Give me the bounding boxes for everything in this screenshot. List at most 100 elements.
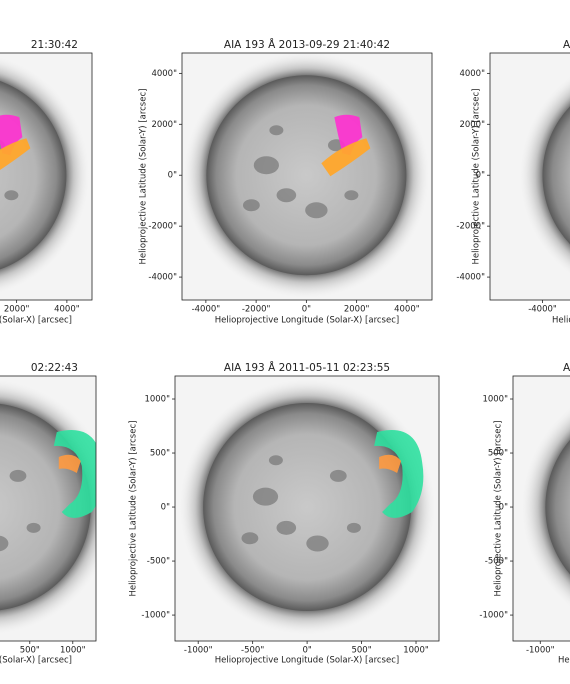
y-tick-label: 4000" <box>459 69 485 79</box>
panel-title: 21:30:42 <box>31 39 78 51</box>
y-tick-label: 0" <box>499 503 508 513</box>
x-axis-label: (Solar-X) [arcsec] <box>0 656 72 666</box>
y-tick-label: -2000" <box>456 222 485 232</box>
solar-image <box>490 53 570 300</box>
y-tick-label: -4000" <box>456 273 485 283</box>
y-tick-label: -500" <box>485 557 508 567</box>
axes-frame <box>0 375 97 642</box>
panel-title: A <box>563 39 570 51</box>
sun-feature <box>344 190 359 201</box>
region-orange <box>0 138 31 170</box>
y-tick-label: -1000" <box>141 611 170 621</box>
x-axis-label: Helioprojective Longitude (Solar-X) [arc… <box>215 656 399 666</box>
y-tick-label: 2000" <box>151 120 177 130</box>
solar-image <box>513 376 570 641</box>
x-tick-label: 4000" <box>54 305 80 315</box>
x-tick-label: -1000" <box>526 646 555 656</box>
y-axis-label: Helioprojective Latitude (Solar-Y) [arcs… <box>472 89 482 265</box>
sun-feature <box>276 188 297 203</box>
x-tick-label: 2000" <box>4 305 30 315</box>
sun-feature <box>4 190 19 201</box>
panel: 2000" 4000" 21:30:42 (Solar-X) [arcsec] <box>0 39 93 326</box>
y-axis-label: Helioprojective Latitude (Solar-Y) [arcs… <box>129 421 139 597</box>
x-tick-label: 500" <box>351 646 371 656</box>
region-magenta <box>0 114 23 156</box>
y-tick-label: -1000" <box>479 611 508 621</box>
region-orange <box>379 454 402 474</box>
x-tick-label: 0" <box>302 305 311 315</box>
y-tick-label: 1000" <box>144 395 170 405</box>
corona <box>519 404 570 610</box>
sun-feature <box>306 535 329 552</box>
panel: -4000" 4000" 2000" 0" -2000" -4000" A Helio Heli… <box>456 39 570 326</box>
x-axis-label: Helio <box>558 656 570 666</box>
x-tick-label: -1000" <box>184 646 213 656</box>
x-tick-label: -500" <box>241 646 264 656</box>
sun-feature <box>253 156 279 175</box>
y-axis-label: Helioprojective Latitude (Solar-Y) [arcs… <box>494 421 504 597</box>
solar-image <box>0 376 96 641</box>
y-tick-label: 0" <box>161 503 170 513</box>
solar-image <box>182 53 432 300</box>
sun-feature <box>276 520 297 535</box>
panel: -1000" 1000" 500" 0" -500" -1000" A Helio Heliop… <box>479 362 570 666</box>
sun-feature <box>252 487 279 506</box>
axes-frame <box>0 52 93 301</box>
y-tick-label: 4000" <box>151 69 177 79</box>
x-tick-label: 500" <box>20 646 40 656</box>
x-tick-label: 1000" <box>60 646 86 656</box>
y-tick-label: 1000" <box>482 395 508 405</box>
y-tick-label: 500" <box>150 449 170 459</box>
sun-disc <box>203 403 412 612</box>
sun-disc <box>545 439 570 575</box>
sun-disc <box>542 106 570 245</box>
region-green <box>374 430 424 519</box>
y-tick-label: 2000" <box>459 120 485 130</box>
sun-feature <box>329 469 347 482</box>
x-tick-label: -4000" <box>528 305 557 315</box>
x-tick-label: 2000" <box>344 305 370 315</box>
y-axis-label: Helioprojective Latitude (Solar-Y) [arcs… <box>139 89 149 265</box>
solar-image <box>175 376 439 641</box>
y-tick-label: 0" <box>168 171 177 181</box>
sun-feature <box>242 199 260 212</box>
panel: 500" 1000" 02:22:43 (Solar-X) [arcsec] <box>0 362 97 666</box>
panel-title: AIA 193 Å 2011-05-11 02:23:55 <box>224 361 390 374</box>
x-axis-label: Helioprojective Longitude (Solar-X) [arc… <box>215 316 399 326</box>
axes-frame <box>181 52 433 301</box>
x-axis-label: Helio <box>552 316 570 326</box>
x-tick-label: 1000" <box>403 646 429 656</box>
region-orange <box>58 454 81 474</box>
x-tick-label: 0" <box>302 646 311 656</box>
region-green <box>53 430 96 519</box>
sun-disc <box>206 75 407 276</box>
x-tick-label: -4000" <box>192 305 221 315</box>
y-tick-label: 0" <box>476 171 485 181</box>
x-tick-label: 4000" <box>394 305 420 315</box>
sun-feature <box>9 469 27 482</box>
y-tick-label: -2000" <box>148 222 177 232</box>
sun-feature <box>346 522 361 533</box>
y-tick-label: -4000" <box>148 273 177 283</box>
panel-title: AIA 193 Å 2013-09-29 21:40:42 <box>224 38 390 51</box>
panel: -1000" -500" 0" 500" 1000" 1000" 500" 0" -500" -1… <box>129 361 440 666</box>
solar-image <box>0 53 92 300</box>
sun-feature <box>241 532 259 545</box>
region-magenta <box>334 114 363 156</box>
sun-feature <box>26 522 41 533</box>
sun-feature <box>305 202 328 219</box>
x-tick-label: -2000" <box>242 305 271 315</box>
sun-feature <box>268 455 283 466</box>
sun-feature <box>0 535 9 552</box>
region-orange <box>321 138 371 177</box>
axes-frame <box>512 375 570 642</box>
axes-frame <box>489 52 570 301</box>
y-tick-label: -500" <box>147 557 170 567</box>
y-tick-label: 500" <box>488 449 508 459</box>
panel-title: 02:22:43 <box>31 362 78 374</box>
sun-feature <box>269 125 284 136</box>
panel-title: A <box>563 362 570 374</box>
panel: -4000" -2000" 0" 2000" 4000" 4000" 2000" 0" -200… <box>139 38 433 326</box>
x-axis-label: (Solar-X) [arcsec] <box>0 316 72 326</box>
